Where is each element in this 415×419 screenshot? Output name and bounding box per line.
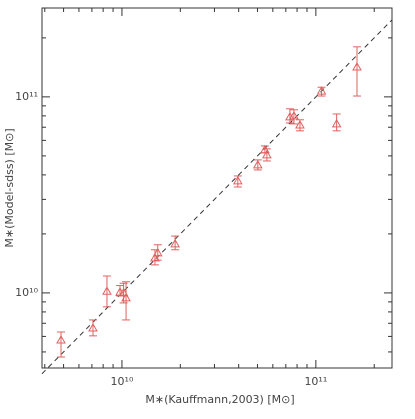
point (150, 252, 160, 262)
point (170, 238, 180, 248)
point (88, 323, 98, 332)
point (252, 159, 263, 169)
point (121, 292, 131, 302)
point (331, 118, 342, 128)
point (152, 247, 163, 257)
point (56, 335, 66, 344)
point (232, 175, 243, 185)
y-tick-label: 10¹¹ (15, 90, 38, 103)
point (262, 149, 272, 159)
plot-frame (41, 7, 393, 369)
x-tick-label: 10¹⁰ (111, 375, 134, 388)
point (316, 86, 327, 95)
y-tick-label: 10¹⁰ (15, 286, 38, 299)
point (102, 286, 112, 295)
point (352, 62, 362, 71)
point (295, 119, 305, 129)
one-to-one-line (41, 19, 393, 375)
x-tick-label: 10¹¹ (304, 375, 327, 388)
y-axis-label: M∗(Model-sdss) [M⊙] (3, 128, 16, 247)
point (289, 110, 299, 120)
x-axis-label: M∗(Kauffmann,2003) [M⊙] (145, 393, 294, 406)
